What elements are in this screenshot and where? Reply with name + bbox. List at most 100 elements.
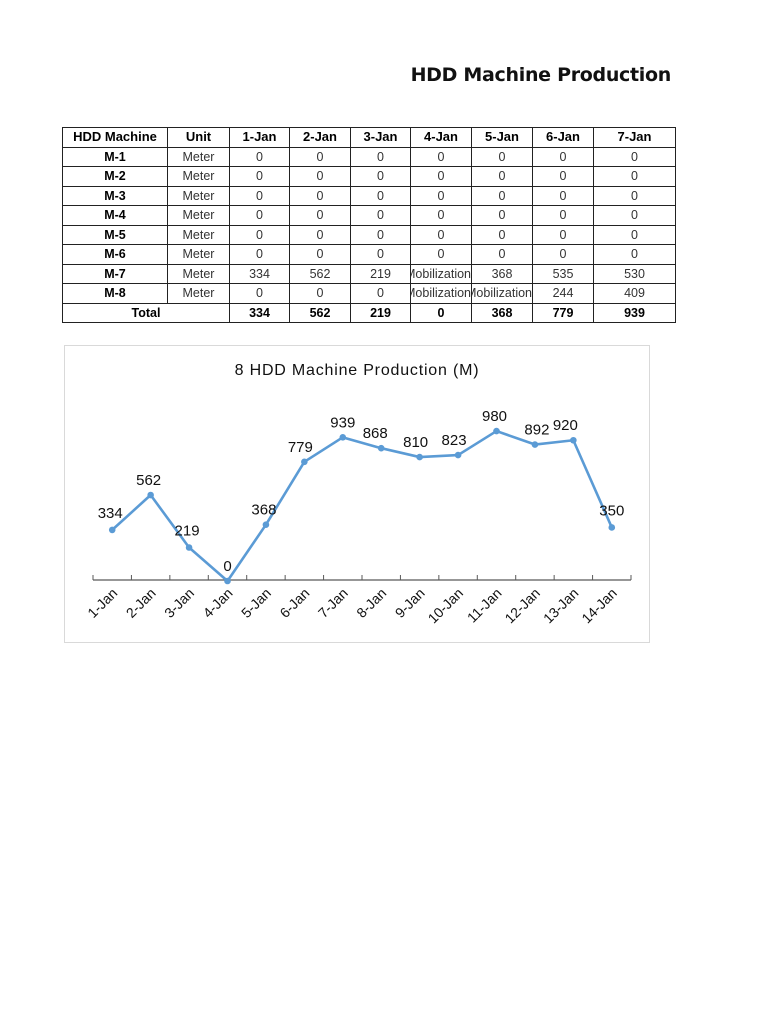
value-cell: Mobilization <box>410 263 472 284</box>
data-label: 868 <box>363 425 388 442</box>
column-header: 3-Jan <box>350 127 411 148</box>
value-cell: 409 <box>593 283 676 304</box>
chart-title: 8 HDD Machine Production (M) <box>234 362 480 379</box>
data-point-marker <box>147 491 154 499</box>
table-row: M-7 Meter 334 562 219 Mobilization 368 535 530 <box>62 263 676 284</box>
value-cell: 0 <box>471 205 533 226</box>
value-cell: 562 <box>289 263 351 284</box>
value-cell: 0 <box>289 224 351 245</box>
table-row: M-5 Meter 0 0 0 0 0 0 0 <box>62 224 676 245</box>
value-cell: 0 <box>471 185 533 206</box>
value-cell: 0 <box>229 146 290 167</box>
value-cell: 0 <box>289 283 351 304</box>
value-cell: 535 <box>532 263 594 284</box>
value-cell: 0 <box>410 244 472 265</box>
data-label: 562 <box>136 472 161 489</box>
column-header: 7-Jan <box>593 127 676 148</box>
value-cell: 0 <box>532 146 594 167</box>
value-cell: 0 <box>289 166 351 187</box>
data-point-marker <box>454 451 462 459</box>
value-cell: 0 <box>350 244 411 265</box>
unit-cell: Meter <box>167 185 230 206</box>
total-label: Total <box>62 302 230 323</box>
value-cell: 0 <box>350 224 411 245</box>
machine-name-cell: M-3 <box>62 185 168 206</box>
column-header: 5-Jan <box>471 127 533 148</box>
data-point-marker <box>185 544 193 551</box>
value-cell: 0 <box>350 205 411 226</box>
table-row: M-6 Meter 0 0 0 0 0 0 0 <box>62 244 676 265</box>
value-cell: 368 <box>471 263 533 284</box>
data-label: 810 <box>403 434 428 451</box>
value-cell: 0 <box>350 146 411 167</box>
data-point-marker <box>531 441 539 448</box>
value-cell: 0 <box>593 205 676 226</box>
data-point-marker <box>570 436 577 444</box>
value-cell: 0 <box>593 185 676 206</box>
machine-name-cell: M-7 <box>62 263 168 284</box>
data-point-marker <box>339 434 347 441</box>
value-cell: 0 <box>471 244 533 265</box>
total-value-cell: 0 <box>410 302 472 323</box>
value-cell: 0 <box>289 205 351 226</box>
total-value-cell: 939 <box>593 302 676 323</box>
machine-name-cell: M-5 <box>62 224 168 245</box>
x-tick-label: 5-Jan <box>238 585 274 621</box>
chart-container: 8 HDD Machine Production (M) 1-Jan 2-Jan 3… <box>64 345 650 643</box>
x-tick-label: 10-Jan <box>425 585 467 627</box>
value-cell: 0 <box>532 244 594 265</box>
value-cell: 0 <box>471 224 533 245</box>
column-header: HDD Machine <box>62 127 168 148</box>
data-label: 219 <box>175 522 200 539</box>
value-cell: 0 <box>229 185 290 206</box>
unit-cell: Meter <box>167 244 230 265</box>
data-point-marker <box>608 524 616 531</box>
value-cell: 0 <box>229 205 290 226</box>
data-label: 892 <box>524 422 549 439</box>
unit-cell: Meter <box>167 205 230 226</box>
value-cell: 0 <box>593 166 676 187</box>
value-cell: 0 <box>229 244 290 265</box>
data-point-marker <box>262 521 270 528</box>
value-cell: 0 <box>229 166 290 187</box>
data-label: 0 <box>223 558 231 575</box>
total-value-cell: 368 <box>471 302 533 323</box>
value-cell: 0 <box>350 185 411 206</box>
total-value-cell: 334 <box>229 302 290 323</box>
value-cell: 334 <box>229 263 290 284</box>
value-cell: 0 <box>410 146 472 167</box>
value-cell: 0 <box>410 205 472 226</box>
value-cell: 0 <box>532 185 594 206</box>
table-header-row: HDD Machine Unit 1-Jan 2-Jan 3-Jan 4-Jan 5-Jan… <box>62 127 676 148</box>
data-label: 823 <box>442 432 467 449</box>
data-label: 920 <box>553 417 578 434</box>
x-tick-label: 3-Jan <box>161 585 197 621</box>
machine-name-cell: M-8 <box>62 283 168 304</box>
column-header: 1-Jan <box>229 127 290 148</box>
value-cell: 0 <box>350 166 411 187</box>
data-point-marker <box>301 458 308 466</box>
value-cell: 0 <box>532 205 594 226</box>
unit-cell: Meter <box>167 283 230 304</box>
x-tick-label: 2-Jan <box>123 585 159 621</box>
data-point-marker <box>377 444 385 452</box>
value-cell: 0 <box>593 244 676 265</box>
x-tick-label: 14-Jan <box>578 585 620 627</box>
series-line <box>111 429 613 583</box>
data-point-marker <box>108 526 116 534</box>
value-cell: 0 <box>229 224 290 245</box>
x-tick-label: 6-Jan <box>276 585 312 621</box>
value-cell: 0 <box>350 283 411 304</box>
x-tick-label: 4-Jan <box>200 585 236 621</box>
data-label: 368 <box>251 502 276 519</box>
value-cell: Mobilization <box>410 283 472 304</box>
x-tick-label: 8-Jan <box>353 585 389 621</box>
value-cell: Mobilization <box>471 283 533 304</box>
value-cell: 0 <box>410 166 472 187</box>
total-value-cell: 562 <box>289 302 351 323</box>
column-header: Unit <box>167 127 230 148</box>
table-row: M-4 Meter 0 0 0 0 0 0 0 <box>62 205 676 226</box>
value-cell: 0 <box>289 146 351 167</box>
column-header: 4-Jan <box>410 127 472 148</box>
x-tick-label: 9-Jan <box>392 585 428 621</box>
